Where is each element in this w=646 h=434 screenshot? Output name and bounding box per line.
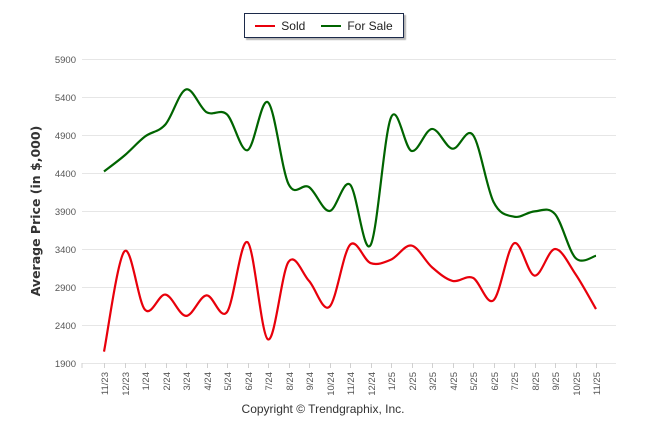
x-tick-label: 12/24 [367, 372, 378, 396]
x-tick-label: 7/24 [264, 372, 275, 391]
copyright-text: Copyright © Trendgraphix, Inc. [241, 402, 405, 416]
legend-swatch-sold [255, 24, 276, 27]
x-tick-label: 10/24 [326, 372, 337, 396]
y-tick-label: 5400 [55, 93, 76, 104]
y-tick-label: 5900 [55, 55, 76, 66]
y-tick-label: 2400 [55, 321, 76, 332]
x-tick-label: 6/25 [490, 372, 501, 391]
grid-lines [82, 59, 616, 364]
y-tick-label: 3900 [55, 207, 76, 218]
series-group [102, 88, 597, 352]
y-axis-title: Average Price (in $,000) [28, 126, 43, 297]
x-tick-label: 3/24 [182, 372, 193, 391]
x-tick-label: 1/24 [141, 372, 152, 391]
x-tick-label: 9/25 [551, 372, 562, 391]
x-axis: 11/23 12/23 1/24 2/24 3/24 4/24 5/24 6/24 7/24 8/… [81, 363, 603, 396]
legend-item-for-sale[interactable]: For Sale [321, 18, 393, 33]
x-tick-label: 11/23 [100, 372, 111, 395]
y-tick-label: 1900 [55, 359, 76, 370]
x-tick-label: 3/25 [428, 372, 439, 391]
x-tick-label: 8/25 [531, 372, 542, 391]
y-tick-label: 3400 [55, 245, 76, 256]
legend: Sold For Sale [244, 13, 404, 38]
x-tick-label: 12/23 [121, 372, 132, 396]
x-tick-label: 6/24 [244, 372, 255, 391]
legend-item-sold[interactable]: Sold [255, 19, 305, 33]
x-tick-label: 4/25 [449, 372, 460, 391]
x-tick-label: 2/25 [408, 372, 419, 391]
legend-swatch-for-sale [321, 24, 342, 27]
series-line-for-sale [103, 88, 597, 262]
x-tick-label: 11/25 [592, 372, 603, 395]
series-line-sold [102, 241, 597, 352]
x-tick-label: 4/24 [203, 372, 214, 391]
x-tick-label: 8/24 [285, 372, 296, 391]
x-tick-label: 10/25 [572, 372, 583, 396]
x-tick-label: 2/24 [162, 372, 173, 391]
legend-label-sold: Sold [281, 18, 306, 33]
x-tick-label: 1/25 [387, 372, 398, 391]
x-tick-label: 7/25 [510, 372, 521, 391]
legend-label-for-sale: For Sale [347, 18, 393, 33]
y-tick-label: 4900 [55, 131, 76, 142]
x-tick-label: 5/24 [223, 372, 234, 391]
x-tick-label: 5/25 [469, 372, 480, 391]
x-tick-label: 11/24 [346, 372, 357, 395]
y-tick-label: 2900 [55, 283, 76, 294]
y-axis: 1900 2400 2900 3400 3900 4400 4900 5400 5900 [55, 55, 76, 370]
y-tick-label: 4400 [55, 169, 76, 180]
x-tick-label: 9/24 [305, 372, 316, 391]
